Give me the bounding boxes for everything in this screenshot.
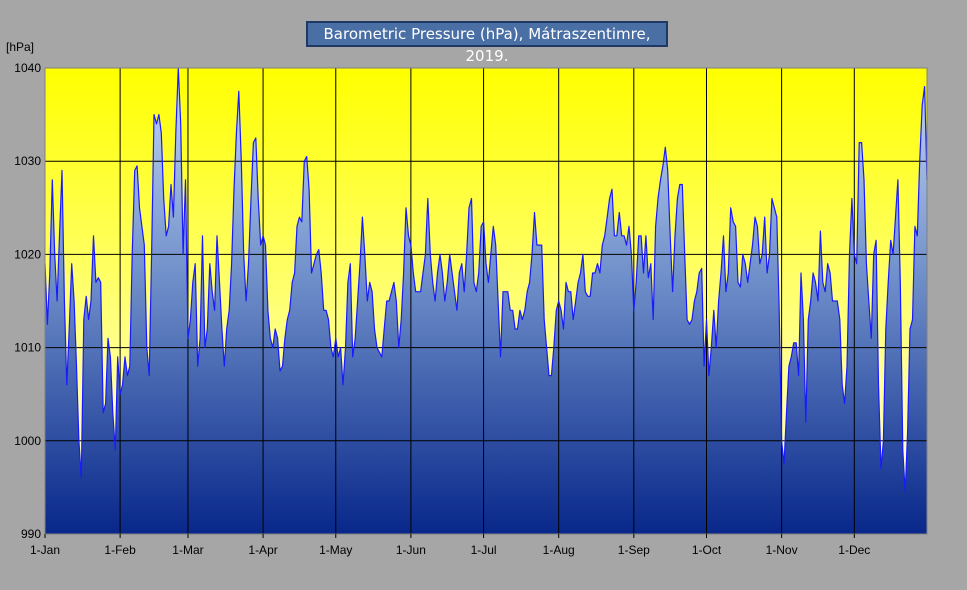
y-axis: 990 1000 1010 1020 1030 1040	[14, 61, 41, 541]
x-tick-label: 1-Jan	[30, 543, 60, 557]
x-tick-label: 1-Aug	[543, 543, 575, 557]
x-tick-label: 1-Mar	[172, 543, 203, 557]
x-tick-label: 1-Jun	[396, 543, 426, 557]
x-tick-label: 1-Sep	[618, 543, 650, 557]
y-tick-label: 1000	[14, 434, 41, 448]
x-tick-label: 1-Apr	[248, 543, 277, 557]
y-axis-unit-label: [hPa]	[6, 40, 35, 54]
x-tick-label: 1-May	[319, 543, 352, 557]
x-tick-label: 1-Jul	[471, 543, 497, 557]
y-tick-label: 1020	[14, 247, 41, 261]
pressure-line	[44, 67, 928, 493]
y-tick-label: 990	[21, 527, 41, 541]
y-tick-label: 1030	[14, 154, 41, 168]
x-axis: 1-Jan 1-Feb 1-Mar 1-Apr 1-May 1-Jun 1-Jul 1-Aug…	[30, 534, 870, 557]
x-tick-label: 1-Oct	[692, 543, 722, 557]
x-tick-label: 1-Feb	[104, 543, 136, 557]
y-tick-label: 1040	[14, 61, 41, 75]
data-line-layer	[44, 67, 928, 493]
chart-title: Barometric Pressure (hPa), Mátraszentimr…	[306, 21, 668, 65]
grid-layer	[45, 68, 927, 534]
plot-border	[44, 67, 928, 535]
x-tick-label: 1-Nov	[766, 543, 798, 557]
x-tick-label: 1-Dec	[838, 543, 870, 557]
y-tick-label: 1010	[14, 341, 41, 355]
